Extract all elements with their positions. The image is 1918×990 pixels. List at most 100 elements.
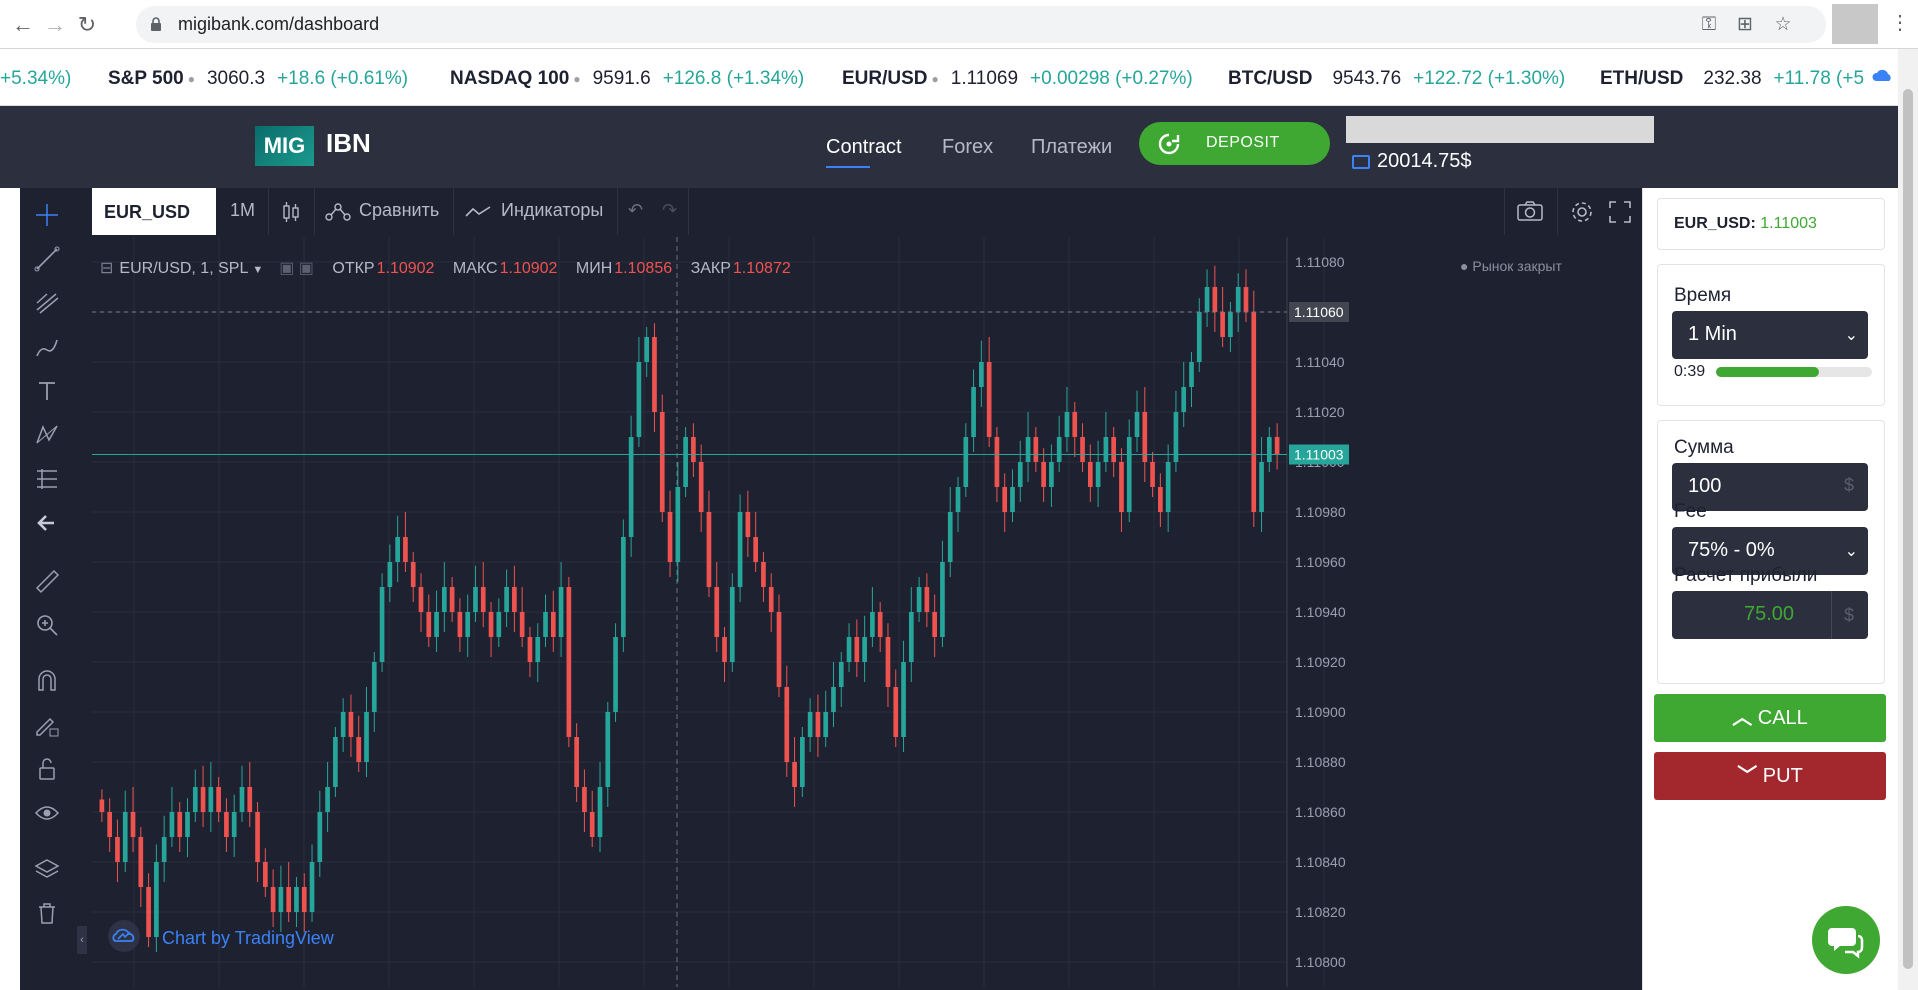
undo-icon[interactable]: ↶: [628, 200, 644, 220]
fullscreen-icon[interactable]: [1608, 200, 1632, 224]
candle-body: [885, 637, 891, 687]
candle-body: [831, 687, 836, 712]
y-tick-label: 1.10900: [1295, 704, 1346, 720]
prediction-icon[interactable]: [34, 466, 60, 492]
candle-body: [1150, 462, 1155, 487]
y-tick-label: 1.10960: [1295, 554, 1346, 570]
candle-body: [1165, 462, 1171, 512]
forward-icon[interactable]: →: [44, 12, 66, 37]
ruler-icon[interactable]: [34, 568, 60, 594]
brush-icon[interactable]: [34, 334, 60, 360]
candle-body: [761, 562, 766, 587]
tradingview-link[interactable]: Chart by TradingView: [162, 928, 334, 948]
kebab-menu-icon[interactable]: ⋮: [1890, 12, 1910, 34]
layers-icon[interactable]: [34, 856, 60, 882]
chat-button[interactable]: [1812, 906, 1880, 974]
y-tick-label: 1.10980: [1295, 504, 1346, 520]
camera-icon[interactable]: [1516, 200, 1544, 222]
eye-icon[interactable]: [34, 800, 60, 826]
ticker-item[interactable]: ETH/USD 232.38 +11.78 (+5: [1600, 68, 1865, 89]
translate-icon[interactable]: ⊞: [1737, 14, 1753, 35]
text-tool-icon[interactable]: [34, 378, 60, 404]
candle-body: [1189, 362, 1194, 387]
chart-background: [92, 237, 1642, 990]
fee-value: 75% - 0%: [1688, 539, 1775, 561]
amount-input[interactable]: 100 $: [1672, 463, 1868, 511]
address-bar[interactable]: migibank.com/dashboard ⚿ ⊞ ☆: [136, 6, 1826, 43]
call-button[interactable]: ︿ CALL: [1654, 694, 1886, 742]
pattern-icon[interactable]: [34, 422, 60, 448]
tradingview-logo-icon[interactable]: [108, 920, 140, 952]
trend-line-icon[interactable]: [34, 246, 60, 272]
key-icon[interactable]: ⚿: [1701, 14, 1717, 35]
crosshair-icon[interactable]: [34, 202, 60, 228]
candle-body: [449, 587, 455, 612]
logo-text[interactable]: IBN: [326, 128, 371, 158]
back-icon[interactable]: ←: [12, 12, 34, 37]
pencil-lock-icon[interactable]: [34, 712, 60, 738]
redo-icon[interactable]: ↷: [662, 200, 678, 220]
back-arrow-icon[interactable]: [34, 510, 60, 536]
nav-forex[interactable]: Forex: [942, 136, 994, 158]
toolbar-divider: [617, 188, 618, 235]
ticker-item[interactable]: NASDAQ 100 ● 9591.6 +126.8 (+1.34%): [450, 68, 805, 89]
chevron-down-icon[interactable]: ▼: [252, 264, 264, 276]
magnet-icon[interactable]: [34, 668, 60, 694]
ticker-item[interactable]: +5.34%): [0, 68, 72, 89]
trash-icon[interactable]: [34, 900, 60, 926]
fib-tool-icon[interactable]: [34, 290, 60, 316]
candles-type-icon[interactable]: [282, 201, 300, 223]
candle-body: [154, 862, 159, 937]
ticker-item[interactable]: S&P 500 ● 3060.3 +18.6 (+0.61%): [108, 68, 409, 89]
candle-body: [784, 687, 790, 762]
collapse-toolbar-handle[interactable]: ‹: [77, 926, 87, 954]
page-scrollbar[interactable]: [1898, 49, 1918, 990]
symbol-search-input[interactable]: EUR_USD: [92, 188, 216, 235]
reload-icon[interactable]: ↻: [77, 12, 97, 37]
tradingview-cloud-icon[interactable]: [1872, 67, 1894, 83]
compare-icon[interactable]: [324, 202, 352, 222]
candle-body: [768, 587, 774, 612]
deposit-button[interactable]: DEPOSIT: [1139, 122, 1330, 165]
indicators-button[interactable]: Индикаторы: [501, 200, 604, 220]
browser-toolbar: ← → ↻ migibank.com/dashboard ⚿ ⊞ ☆ ⋮: [0, 0, 1918, 49]
ticker-item[interactable]: EUR/USD ● 1.11069 +0.00298 (+0.27%): [842, 68, 1193, 89]
candle-body: [1181, 387, 1187, 412]
candle-body: [1204, 287, 1210, 312]
candle-body: [877, 612, 883, 637]
star-icon[interactable]: ☆: [1774, 14, 1792, 35]
price-chart[interactable]: 1.110801.110601.110401.110201.110001.109…: [92, 237, 1642, 990]
expiry-select[interactable]: 1 Min ⌄: [1672, 311, 1868, 359]
candle-body: [239, 787, 245, 812]
candle-body: [644, 337, 650, 362]
candle-body: [1111, 437, 1117, 462]
settings-gear-icon[interactable]: [1569, 199, 1595, 225]
y-tick-label: 1.10840: [1295, 854, 1346, 870]
candlestick-chart-svg[interactable]: 1.110801.110601.110401.110201.110001.109…: [92, 237, 1642, 990]
zoom-in-icon[interactable]: [34, 612, 60, 638]
collapse-legend-icon[interactable]: ⊟: [100, 260, 114, 277]
candle-body: [1158, 487, 1163, 512]
scroll-thumb[interactable]: [1903, 89, 1913, 969]
indicators-icon[interactable]: [465, 205, 491, 219]
chevron-down-icon: ⌄: [1844, 543, 1858, 560]
ticker-item[interactable]: BTC/USD 9543.76 +122.72 (+1.30%): [1228, 68, 1566, 89]
candle-body: [1087, 462, 1093, 487]
nav-contract[interactable]: Contract: [826, 136, 902, 158]
compare-button[interactable]: Сравнить: [359, 200, 440, 220]
candle-body: [138, 837, 144, 887]
interval-selector[interactable]: 1M: [230, 200, 256, 220]
unlock-icon[interactable]: [34, 756, 60, 782]
put-button[interactable]: ﹀ PUT: [1654, 752, 1886, 800]
pair-quote: EUR_USD: 1.11003: [1674, 215, 1817, 233]
y-tick-label: 1.10880: [1295, 754, 1346, 770]
legend-title[interactable]: EUR/USD, 1, SPL: [119, 260, 249, 277]
profile-avatar[interactable]: [1832, 4, 1878, 44]
chart-toolbar: EUR_USD 1M Сравнить Индикаторы ↶ ↷: [92, 188, 1642, 235]
logo-mark[interactable]: MIG: [255, 126, 314, 166]
nav-payments[interactable]: Платежи: [1031, 136, 1113, 158]
fee-select[interactable]: 75% - 0% ⌄: [1672, 527, 1868, 575]
eye-toggle-icon[interactable]: ▣ ▣: [279, 260, 314, 277]
candle-body: [294, 887, 299, 912]
candle-body: [426, 612, 432, 637]
